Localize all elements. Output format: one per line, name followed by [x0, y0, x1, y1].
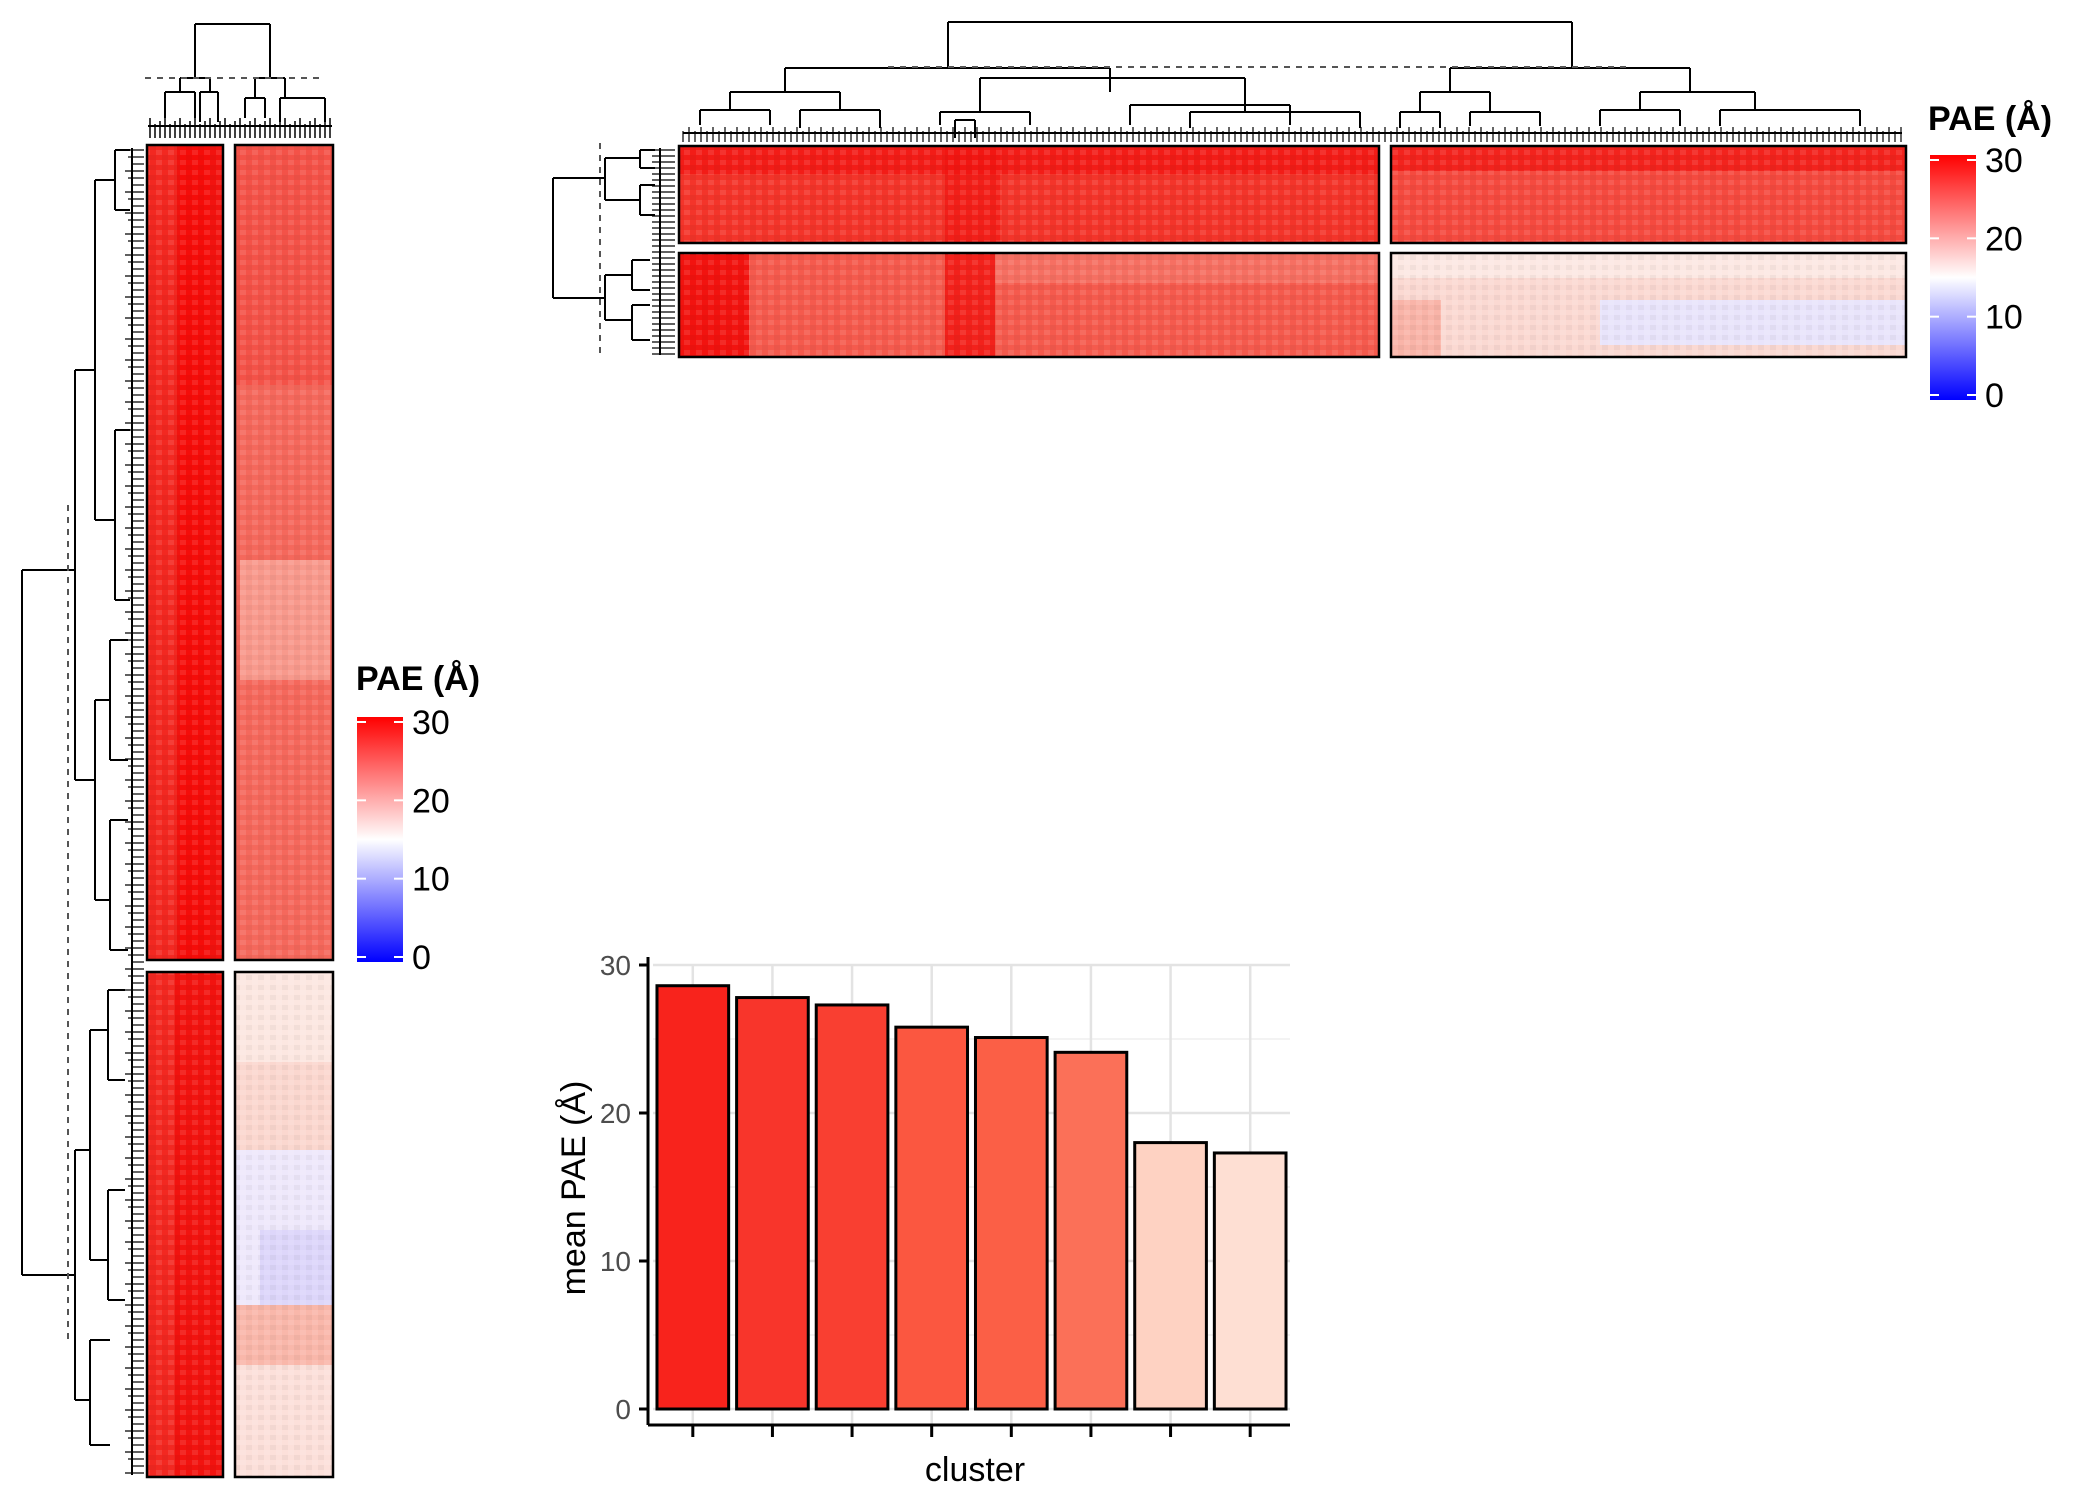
- top-legend-ticks: 30 20 10 0: [1930, 142, 2023, 415]
- top-column-dendrogram: [699, 21, 1861, 138]
- top-row-dendrogram-leaves: [652, 148, 675, 355]
- left-legend-colorbar: [357, 717, 403, 962]
- bar-chart-y-ticks: 0 10 20 30: [600, 950, 648, 1425]
- legend-tick-label: 10: [412, 861, 450, 899]
- left-legend-title: PAE (Å): [356, 660, 480, 698]
- left-heatmap-panel-bottom-right: [233, 970, 335, 1479]
- left-column-dendrogram: [164, 23, 326, 122]
- legend-tick-label: 20: [412, 782, 450, 820]
- top-legend-colorbar: [1930, 155, 1976, 400]
- bar: [973, 1036, 1049, 1411]
- top-row-dendrogram: [552, 149, 655, 341]
- left-heatmap-panel-top-left: [145, 143, 225, 962]
- legend-tick-label: 30: [412, 704, 450, 742]
- bar: [894, 1025, 970, 1411]
- left-row-dendrogram: [21, 149, 130, 1446]
- top-heatmap: PAE (Å) 30 20 10 0: [552, 21, 2052, 415]
- bar-chart: 0 10 20 30 cluster mean PAE (Å): [555, 950, 1290, 1489]
- left-row-dendrogram-leaves: [125, 148, 144, 1475]
- top-heatmap-panel-lower-left: [677, 251, 1381, 359]
- y-tick-label: 10: [600, 1246, 631, 1277]
- left-column-dendrogram-leaves: [148, 118, 332, 138]
- left-heatmap-panel-bottom-left: [145, 970, 225, 1479]
- top-heatmap-panel-lower-right: [1389, 251, 1908, 359]
- y-tick-label: 0: [615, 1394, 631, 1425]
- bar: [655, 984, 731, 1411]
- bar-chart-bars: [655, 984, 1288, 1411]
- bar: [1133, 1141, 1208, 1411]
- top-legend-title: PAE (Å): [1928, 100, 2052, 138]
- left-heatmap: PAE (Å) 30 20 10 0: [21, 23, 480, 1479]
- legend-tick-label: 20: [1985, 220, 2023, 258]
- top-heatmap-panel-upper-right: [1389, 144, 1908, 245]
- bar: [814, 1003, 890, 1411]
- legend-tick-label: 0: [412, 939, 431, 977]
- top-heatmap-panel-upper-left: [677, 144, 1381, 245]
- top-column-dendrogram-leaves: [682, 127, 1902, 142]
- bar-chart-y-label: mean PAE (Å): [555, 1081, 593, 1296]
- left-legend-ticks: 30 20 10 0: [357, 704, 450, 977]
- y-tick-label: 20: [600, 1098, 631, 1129]
- legend-tick-label: 30: [1985, 142, 2023, 180]
- bar-chart-axes: [646, 957, 1290, 1437]
- y-tick-label: 30: [600, 950, 631, 981]
- bar: [735, 996, 810, 1411]
- legend-tick-label: 0: [1985, 377, 2004, 415]
- left-legend: PAE (Å) 30 20 10 0: [356, 660, 480, 977]
- left-heatmap-panel-top-right: [233, 143, 335, 962]
- bar: [1053, 1050, 1129, 1411]
- top-legend: PAE (Å) 30 20 10 0: [1928, 100, 2052, 415]
- bar-chart-x-label: cluster: [925, 1451, 1025, 1489]
- legend-tick-label: 10: [1985, 299, 2023, 337]
- bar: [1212, 1151, 1288, 1411]
